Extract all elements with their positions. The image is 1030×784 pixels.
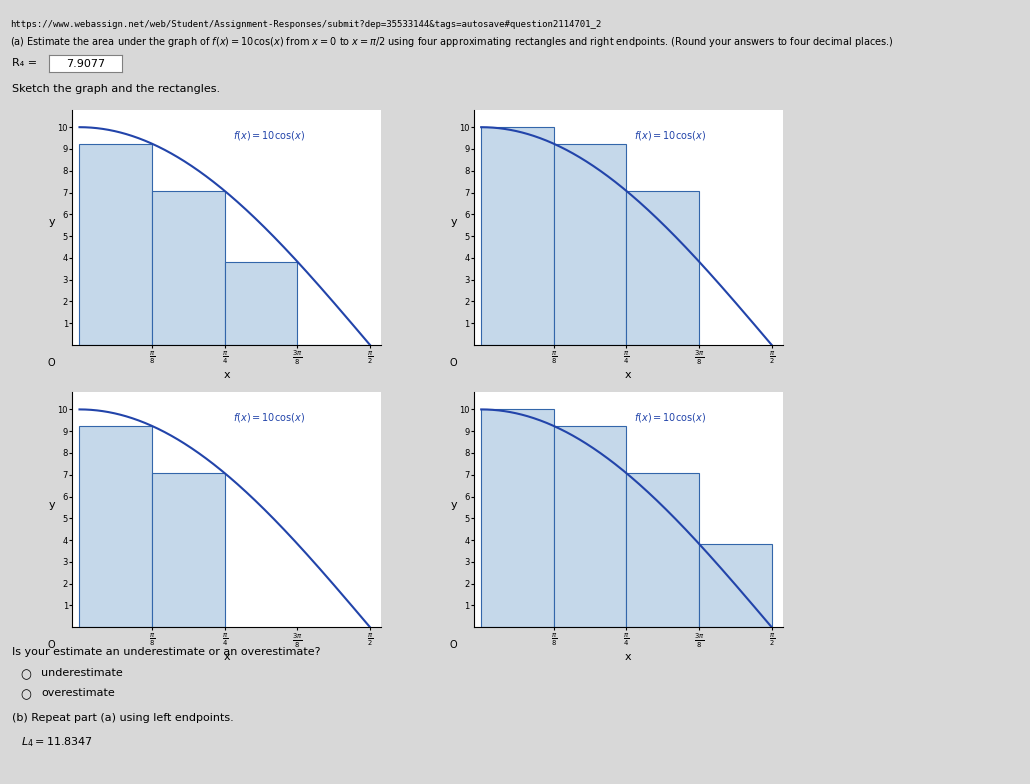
- Text: O: O: [449, 358, 457, 368]
- Bar: [152, 191, 225, 345]
- Text: 7.9077: 7.9077: [66, 59, 105, 68]
- Text: Is your estimate an underestimate or an overestimate?: Is your estimate an underestimate or an …: [12, 647, 321, 657]
- Bar: [152, 474, 225, 627]
- Text: $f(x) = 10\cos(x)$: $f(x) = 10\cos(x)$: [233, 129, 305, 142]
- Text: (a) Estimate the area under the graph of $f(x) = 10\cos(x)$ from $x = 0$ to $x =: (a) Estimate the area under the graph of…: [10, 35, 894, 49]
- Y-axis label: y: y: [48, 217, 56, 227]
- Text: Sketch the graph and the rectangles.: Sketch the graph and the rectangles.: [12, 84, 220, 94]
- Y-axis label: y: y: [450, 499, 457, 510]
- Text: ○: ○: [21, 668, 32, 681]
- Text: https://www.webassign.net/web/Student/Assignment-Responses/submit?dep=35533144&t: https://www.webassign.net/web/Student/As…: [10, 20, 602, 28]
- Bar: [79, 143, 152, 345]
- Text: ○: ○: [21, 688, 32, 702]
- Bar: [626, 474, 699, 627]
- Text: $f(x) = 10\cos(x)$: $f(x) = 10\cos(x)$: [634, 411, 707, 424]
- Text: O: O: [47, 640, 56, 650]
- Bar: [481, 127, 554, 345]
- Bar: [626, 191, 699, 345]
- Text: O: O: [47, 358, 56, 368]
- X-axis label: x: x: [224, 652, 230, 662]
- Bar: [79, 426, 152, 627]
- Text: $L_4 = $11.8347: $L_4 = $11.8347: [21, 735, 93, 750]
- Text: O: O: [449, 640, 457, 650]
- Text: overestimate: overestimate: [41, 688, 115, 699]
- Bar: [554, 426, 626, 627]
- Y-axis label: y: y: [450, 217, 457, 227]
- Text: $f(x) = 10\cos(x)$: $f(x) = 10\cos(x)$: [634, 129, 707, 142]
- Bar: [699, 544, 771, 627]
- X-axis label: x: x: [224, 370, 230, 380]
- Bar: [554, 143, 626, 345]
- X-axis label: x: x: [625, 652, 631, 662]
- Text: R₄ =: R₄ =: [12, 58, 37, 67]
- X-axis label: x: x: [625, 370, 631, 380]
- Bar: [225, 262, 298, 345]
- Text: underestimate: underestimate: [41, 668, 123, 678]
- Text: $f(x) = 10\cos(x)$: $f(x) = 10\cos(x)$: [233, 411, 305, 424]
- Y-axis label: y: y: [48, 499, 56, 510]
- Text: (b) Repeat part (a) using left endpoints.: (b) Repeat part (a) using left endpoints…: [12, 713, 234, 724]
- Bar: [481, 409, 554, 627]
